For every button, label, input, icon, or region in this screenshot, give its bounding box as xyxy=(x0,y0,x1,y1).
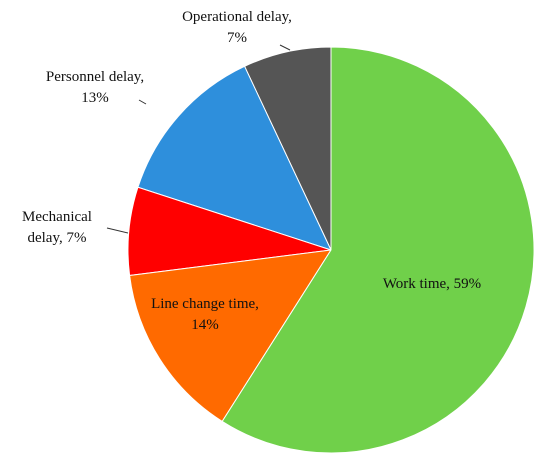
data-label: Line change time, 14% xyxy=(151,296,259,333)
data-label: Work time, 59% xyxy=(382,276,482,292)
pie-slice xyxy=(221,46,535,454)
leader-line xyxy=(279,44,291,51)
leader-line xyxy=(106,227,129,234)
data-label: Personnel delay, 13% xyxy=(45,69,145,106)
leader-line xyxy=(138,99,147,105)
pie-slice xyxy=(129,249,332,423)
data-label: Mechanical delay, 7% xyxy=(22,209,92,246)
pie-slice xyxy=(137,65,332,251)
data-label: Operational delay, 7% xyxy=(182,9,292,46)
